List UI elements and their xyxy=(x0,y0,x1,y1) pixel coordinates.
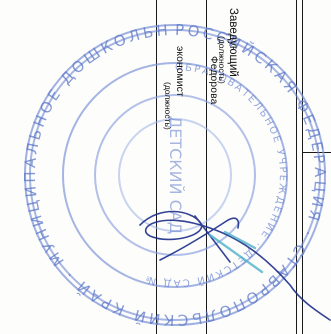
signature-name-1: Федорова xyxy=(208,56,219,105)
stamp-rings xyxy=(24,24,326,326)
signature-position-2: экономист xyxy=(174,46,186,97)
signature-position-1: Заведующий xyxy=(227,8,239,77)
form-line-horizontal xyxy=(302,152,331,153)
signature-accent xyxy=(208,230,264,274)
form-line-vertical-3 xyxy=(296,0,297,334)
stamp-center-text: ДЕТСКИЙ САД xyxy=(166,116,185,235)
form-line-vertical-1 xyxy=(156,0,157,334)
signature-caption-2: (должность) xyxy=(163,82,173,130)
form-line-vertical-4 xyxy=(302,0,303,334)
form-line-vertical-2 xyxy=(206,0,207,334)
signature-scribble xyxy=(139,210,331,321)
